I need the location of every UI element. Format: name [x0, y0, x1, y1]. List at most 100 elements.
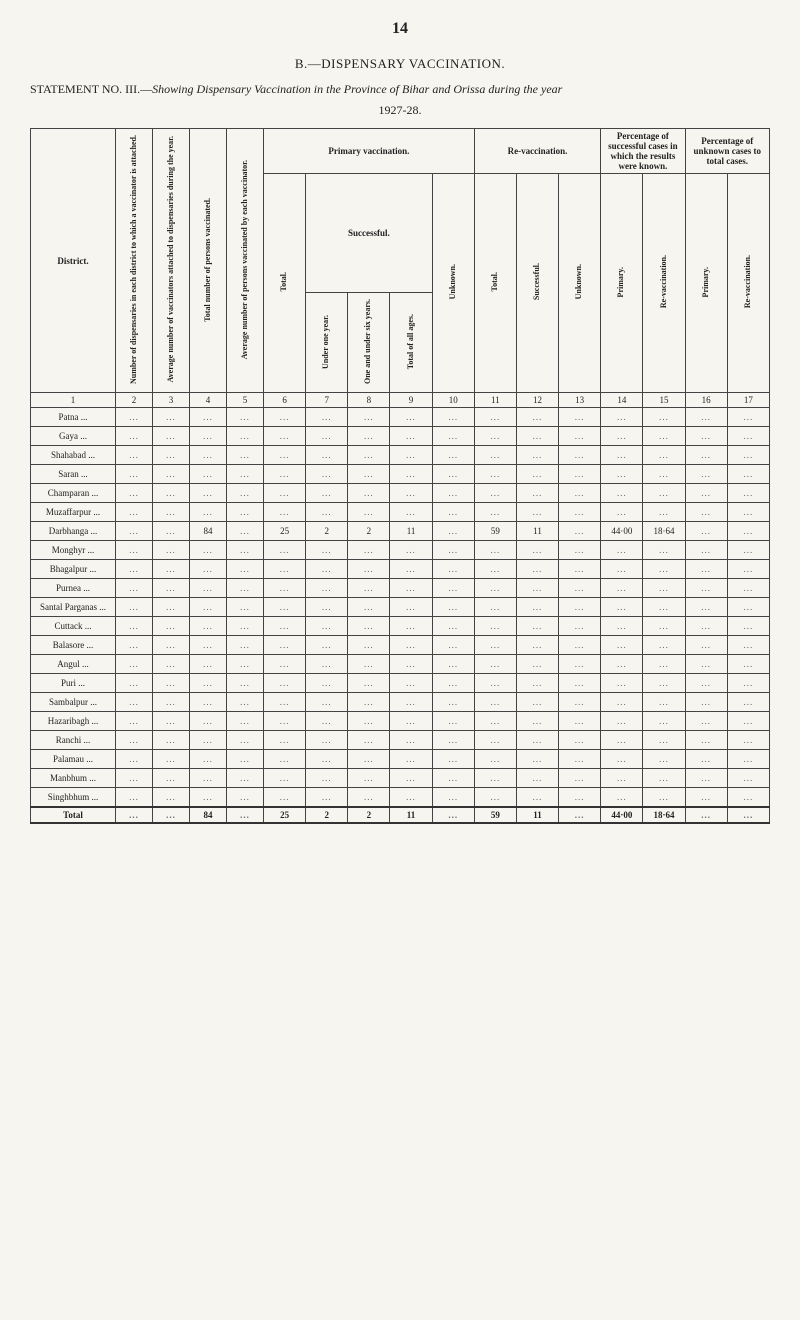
data-cell: ...: [116, 503, 153, 522]
data-cell: ...: [390, 446, 432, 465]
data-cell: ...: [559, 617, 601, 636]
district-cell: Muzaffarpur ...: [31, 503, 116, 522]
data-cell: ...: [559, 465, 601, 484]
district-cell: Balasore ...: [31, 636, 116, 655]
data-cell: ...: [227, 655, 264, 674]
column-number-row: 1234567891011121314151617: [31, 393, 770, 408]
district-cell: Santal Parganas ...: [31, 598, 116, 617]
data-cell: ...: [227, 617, 264, 636]
data-cell: ...: [559, 408, 601, 427]
district-cell: Bhagalpur ...: [31, 560, 116, 579]
data-cell: ...: [601, 560, 643, 579]
district-cell: Purnea ...: [31, 579, 116, 598]
data-cell: ...: [348, 598, 390, 617]
th-col7-label: Under one year.: [322, 311, 331, 373]
table-row: Shahabad ...............................…: [31, 446, 770, 465]
data-cell: ...: [643, 484, 685, 503]
data-cell: ...: [116, 446, 153, 465]
data-cell: ...: [432, 541, 474, 560]
data-cell: ...: [390, 731, 432, 750]
data-cell: ...: [264, 674, 306, 693]
data-cell: ...: [390, 769, 432, 788]
data-cell: ...: [264, 579, 306, 598]
data-cell: ...: [727, 522, 769, 541]
data-cell: ...: [153, 655, 190, 674]
data-cell: ...: [227, 598, 264, 617]
data-cell: ...: [601, 731, 643, 750]
data-cell: ...: [685, 769, 727, 788]
data-cell: ...: [432, 465, 474, 484]
table-row: Patna ..................................…: [31, 408, 770, 427]
data-cell: 2: [348, 522, 390, 541]
data-cell: ...: [153, 617, 190, 636]
data-cell: ...: [390, 541, 432, 560]
data-cell: ...: [727, 484, 769, 503]
data-cell: ...: [727, 617, 769, 636]
data-cell: ...: [601, 674, 643, 693]
data-cell: 44·00: [601, 522, 643, 541]
data-cell: ...: [685, 598, 727, 617]
data-cell: ...: [474, 427, 516, 446]
table-row: Puri ...................................…: [31, 674, 770, 693]
data-cell: ...: [643, 674, 685, 693]
data-cell: ...: [474, 408, 516, 427]
data-cell: ...: [116, 427, 153, 446]
data-cell: ...: [116, 731, 153, 750]
data-cell: ...: [116, 408, 153, 427]
data-cell: ...: [601, 408, 643, 427]
data-cell: ...: [601, 427, 643, 446]
data-cell: ...: [390, 465, 432, 484]
data-cell: ...: [116, 598, 153, 617]
data-cell: ...: [432, 655, 474, 674]
data-cell: ...: [348, 503, 390, 522]
data-cell: ...: [474, 674, 516, 693]
data-cell: ...: [601, 750, 643, 769]
table-body: Patna ..................................…: [31, 408, 770, 824]
th-col5: Average number of persons vaccinated by …: [227, 129, 264, 393]
data-cell: ...: [516, 750, 558, 769]
th-col5-label: Average number of persons vaccinated by …: [241, 156, 250, 363]
data-cell: ...: [153, 446, 190, 465]
data-cell: ...: [190, 674, 227, 693]
data-cell: ...: [390, 712, 432, 731]
table-row: Monghyr ................................…: [31, 541, 770, 560]
data-cell: ...: [306, 465, 348, 484]
data-cell: ...: [474, 769, 516, 788]
data-cell: ...: [559, 522, 601, 541]
data-cell: ...: [116, 693, 153, 712]
data-cell: ...: [601, 617, 643, 636]
col-number: 2: [116, 393, 153, 408]
col-number: 8: [348, 393, 390, 408]
data-cell: ...: [643, 579, 685, 598]
th-col4-label: Total number of persons vaccinated.: [204, 194, 213, 326]
data-cell: ...: [643, 598, 685, 617]
district-cell: Ranchi ...: [31, 731, 116, 750]
data-cell: ...: [601, 598, 643, 617]
data-cell: ...: [116, 788, 153, 808]
data-cell: ...: [116, 655, 153, 674]
data-cell: ...: [516, 484, 558, 503]
data-cell: ...: [306, 446, 348, 465]
data-cell: ...: [153, 750, 190, 769]
data-cell: ...: [685, 541, 727, 560]
data-cell: ...: [190, 693, 227, 712]
data-cell: ...: [306, 484, 348, 503]
data-cell: ...: [116, 750, 153, 769]
data-cell: ...: [227, 788, 264, 808]
data-cell: ...: [116, 617, 153, 636]
col-number: 13: [559, 393, 601, 408]
data-cell: ...: [227, 560, 264, 579]
data-cell: ...: [116, 522, 153, 541]
total-cell: 11: [390, 807, 432, 823]
data-cell: ...: [601, 636, 643, 655]
data-cell: ...: [227, 503, 264, 522]
total-cell: 2: [348, 807, 390, 823]
data-cell: ...: [727, 674, 769, 693]
district-cell: Gaya ...: [31, 427, 116, 446]
data-cell: 18·64: [643, 522, 685, 541]
table-row: Gaya ...................................…: [31, 427, 770, 446]
data-cell: ...: [559, 427, 601, 446]
data-cell: ...: [727, 446, 769, 465]
th-col12-label: Successful.: [533, 259, 542, 304]
data-cell: ...: [432, 636, 474, 655]
